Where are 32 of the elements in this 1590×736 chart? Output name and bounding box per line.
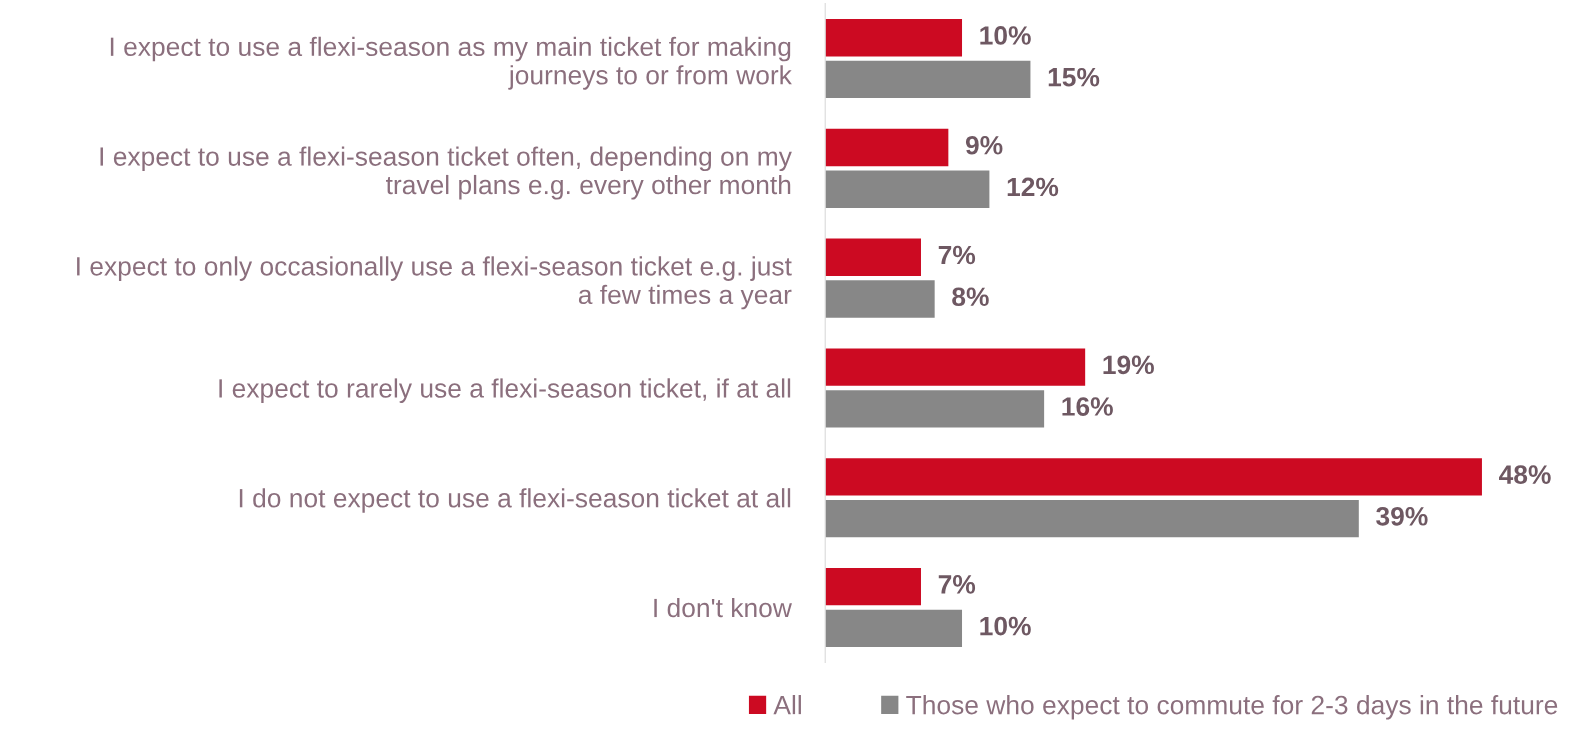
data-label: 9% xyxy=(965,135,1003,155)
bar xyxy=(825,499,1359,538)
bar xyxy=(825,19,963,57)
bar xyxy=(825,60,1031,99)
y-tick-label: I expect to only occasionally use a flexi-season ticket e.g. just a few times a year xyxy=(77,256,792,310)
data-label: 15% xyxy=(1048,67,1100,87)
bar xyxy=(825,348,1086,386)
bar xyxy=(825,390,1045,428)
bar xyxy=(825,170,990,208)
data-label: 12% xyxy=(1007,177,1059,197)
y-tick-label: I don't know xyxy=(654,597,792,618)
data-label: 48% xyxy=(1499,465,1551,484)
bar xyxy=(825,567,921,606)
data-label: 10% xyxy=(980,26,1031,45)
y-tick-label: I expect to use a flexi-season as my main ticket for making journeys to or from work xyxy=(110,36,792,90)
data-label: 39% xyxy=(1376,506,1428,526)
data-label: 19% xyxy=(1103,355,1154,375)
bar xyxy=(825,128,949,167)
bar xyxy=(825,609,963,648)
y-tick-label: I expect to use a flexi-season ticket often, depending on my travel plans e.g. every other month xyxy=(100,146,792,200)
legend-label: All xyxy=(773,695,801,715)
bar xyxy=(825,280,935,318)
legend-label: Those who expect to commute for 2-3 days in the future xyxy=(906,695,1558,720)
bar xyxy=(825,238,921,276)
data-label: 7% xyxy=(938,575,976,594)
data-label: 16% xyxy=(1062,397,1113,416)
bar xyxy=(825,458,1482,496)
data-label: 7% xyxy=(938,245,976,265)
y-tick-label: I expect to rarely use a flexi-season ticket, if at all xyxy=(219,378,791,403)
data-label: 8% xyxy=(952,287,989,307)
y-tick-label: I do not expect to use a flexi-season ticket at all xyxy=(239,488,791,513)
data-label: 10% xyxy=(980,616,1031,636)
